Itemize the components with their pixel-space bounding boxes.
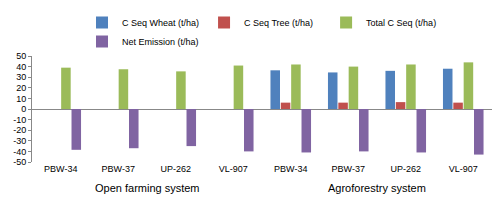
svg-text:UP-262: UP-262: [390, 164, 421, 174]
svg-text:0: 0: [21, 104, 26, 114]
svg-text:50: 50: [16, 51, 26, 61]
svg-text:C Seq Tree (t/ha): C Seq Tree (t/ha): [244, 18, 313, 28]
svg-text:C Seq Wheat (t/ha): C Seq Wheat (t/ha): [122, 18, 199, 28]
svg-text:UP-262: UP-262: [160, 164, 191, 174]
svg-text:-40: -40: [13, 147, 26, 157]
svg-text:PBW-34: PBW-34: [274, 164, 307, 174]
svg-text:40: 40: [16, 62, 26, 72]
svg-text:-10: -10: [13, 115, 26, 125]
svg-text:-20: -20: [13, 125, 26, 135]
svg-text:PBW-37: PBW-37: [332, 164, 365, 174]
svg-text:Open farming system: Open farming system: [95, 182, 200, 194]
svg-text:PBW-34: PBW-34: [44, 164, 77, 174]
svg-text:10: 10: [16, 94, 26, 104]
svg-text:30: 30: [16, 72, 26, 82]
svg-text:Agroforestry system: Agroforestry system: [328, 182, 426, 194]
svg-text:-30: -30: [13, 136, 26, 146]
svg-text:Total C Seq (t/ha): Total C Seq (t/ha): [366, 18, 436, 28]
svg-text:Net Emission (t/ha): Net Emission (t/ha): [122, 37, 199, 47]
svg-text:PBW-37: PBW-37: [102, 164, 135, 174]
svg-text:VL-907: VL-907: [449, 164, 478, 174]
svg-text:-50: -50: [13, 157, 26, 167]
svg-text:VL-907: VL-907: [219, 164, 248, 174]
svg-text:20: 20: [16, 83, 26, 93]
